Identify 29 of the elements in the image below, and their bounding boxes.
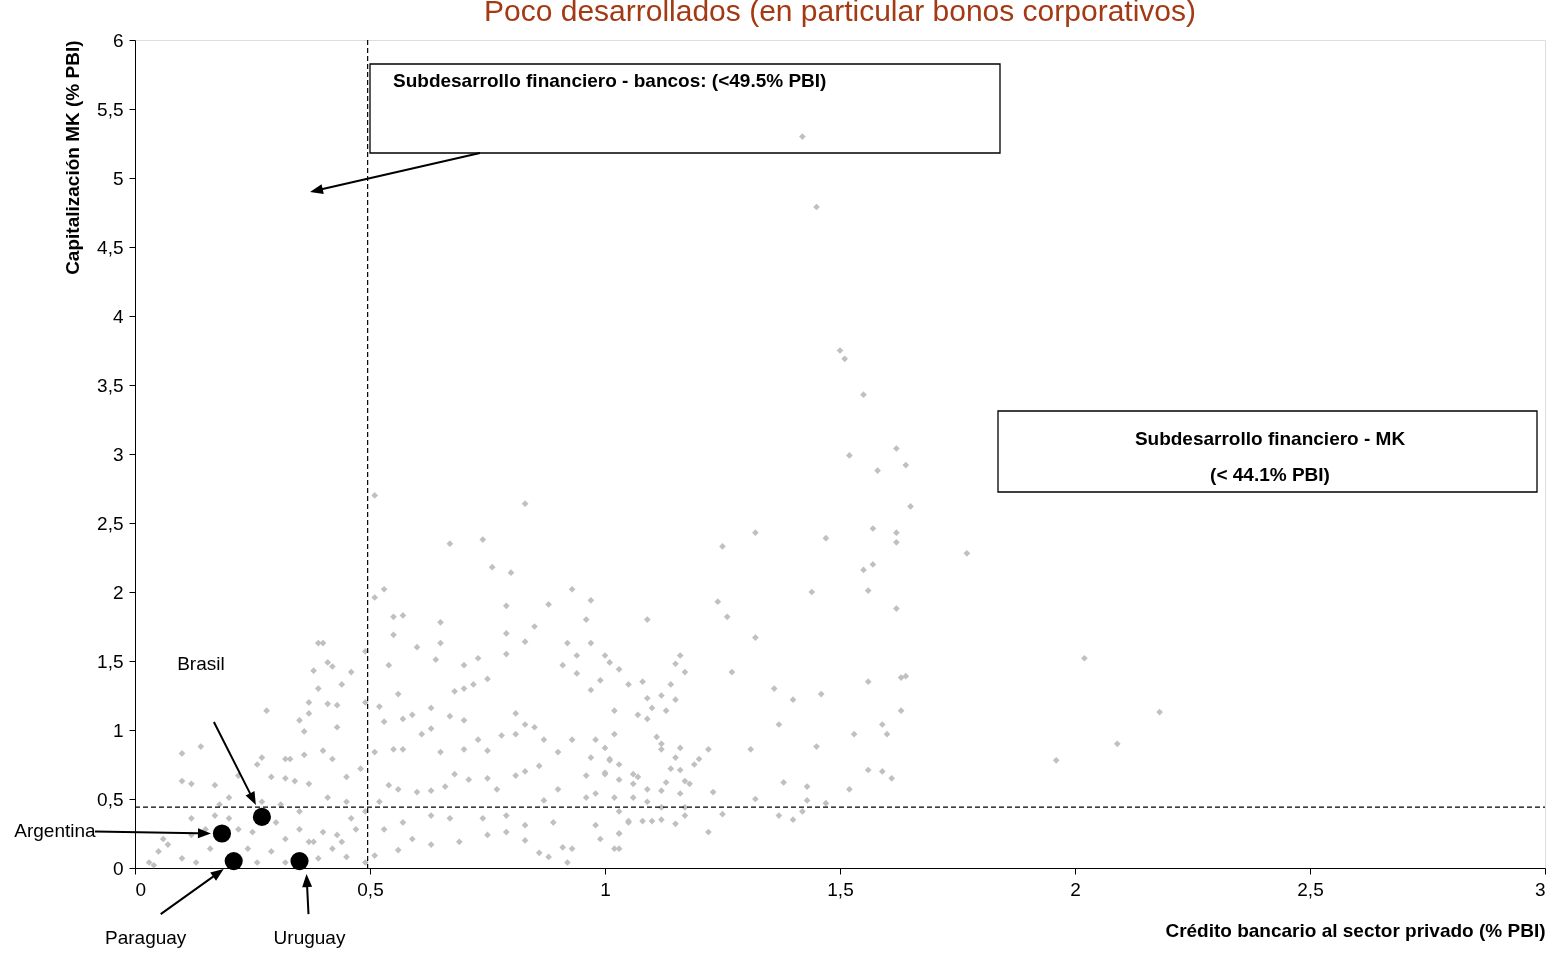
y-tick-label: 3 (112, 443, 124, 465)
text: Argentina (14, 819, 97, 841)
chart-title: Poco desarrollados (en particular bonos corporativos) (483, 0, 1197, 27)
annotation: Brasil (177, 652, 225, 674)
x-tick-label: 0 (135, 878, 147, 900)
x-tick-label: 0,5 (357, 878, 384, 900)
y-tick-label: 6 (112, 29, 124, 51)
x-tick-label: 1,5 (827, 878, 854, 900)
x-tick-label: 3 (1534, 878, 1546, 900)
y-tick-label: 4,5 (97, 236, 124, 258)
x-axis-title: Crédito bancario al sector privado (% PBI) (1165, 919, 1546, 941)
y-tick-label: 2,5 (97, 512, 124, 534)
y-tick-label: 0,5 (97, 788, 124, 810)
y-tick-label: 5,5 (97, 98, 124, 120)
y-tick-label: 4 (112, 305, 124, 327)
ref-line-label: Subdesarrollo financiero - bancos: (<49.5% PBI) (393, 70, 827, 91)
y-tick-label: 3,5 (97, 374, 124, 396)
x-tick-label: 2 (1070, 878, 1081, 900)
y-axis-title: Capitalización MK (% PBI) (62, 40, 84, 275)
x-tick-label: 2,5 (1297, 878, 1324, 900)
y-tick-label: 5 (112, 167, 124, 189)
y-tick-label: 2 (112, 581, 124, 603)
y-tick-label: 1,5 (97, 650, 124, 672)
y-tick-label: 0 (112, 857, 124, 879)
y-tick-label: 1 (112, 719, 124, 741)
text: Paraguay (105, 927, 187, 949)
text: Uruguay (273, 927, 346, 949)
x-tick-label: 1 (600, 878, 611, 900)
annotation: Subdesarrollo financiero - MK (< 44.1% PBI) (1134, 428, 1406, 485)
